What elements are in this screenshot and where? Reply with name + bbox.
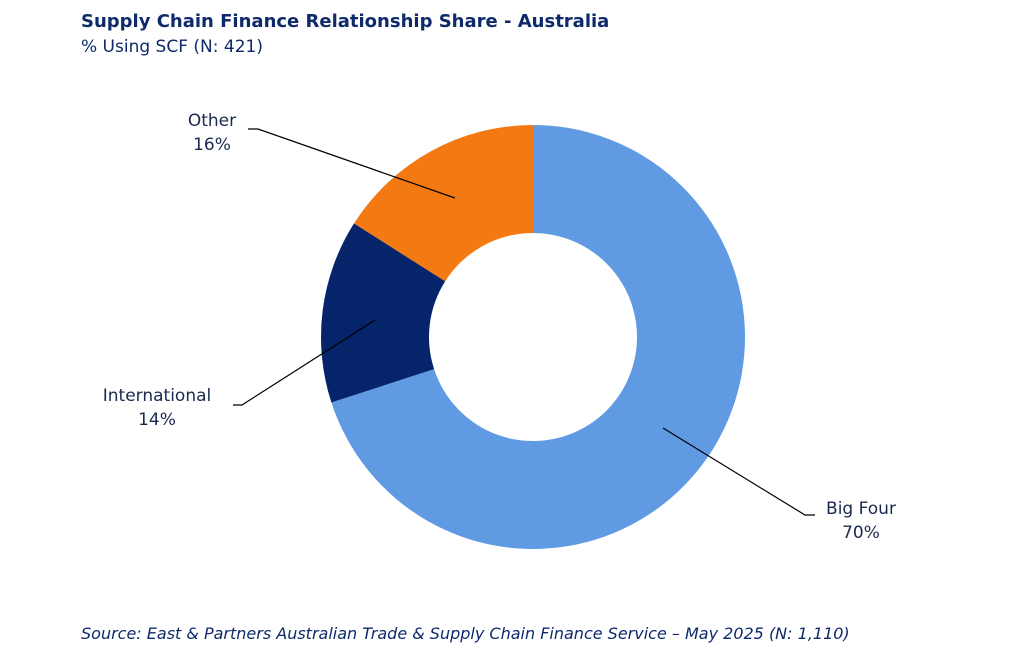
label-international-name: International bbox=[103, 386, 212, 406]
label-other-name: Other bbox=[188, 111, 236, 131]
slice-big-four bbox=[331, 125, 745, 550]
label-big-four-name: Big Four bbox=[826, 499, 896, 519]
leader-line-big-four bbox=[662, 427, 815, 516]
leader-line-other bbox=[248, 128, 456, 199]
label-big-four-value: 70% bbox=[842, 523, 880, 543]
chart-title: Supply Chain Finance Relationship Share … bbox=[81, 11, 610, 32]
source-note: Source: East & Partners Australian Trade… bbox=[81, 624, 850, 643]
slice-other bbox=[354, 125, 533, 282]
label-international-value: 14% bbox=[138, 410, 176, 430]
slice-international bbox=[320, 223, 446, 403]
leader-line-international bbox=[233, 319, 376, 406]
label-other-value: 16% bbox=[193, 135, 231, 155]
chart-subtitle: % Using SCF (N: 421) bbox=[81, 37, 263, 57]
